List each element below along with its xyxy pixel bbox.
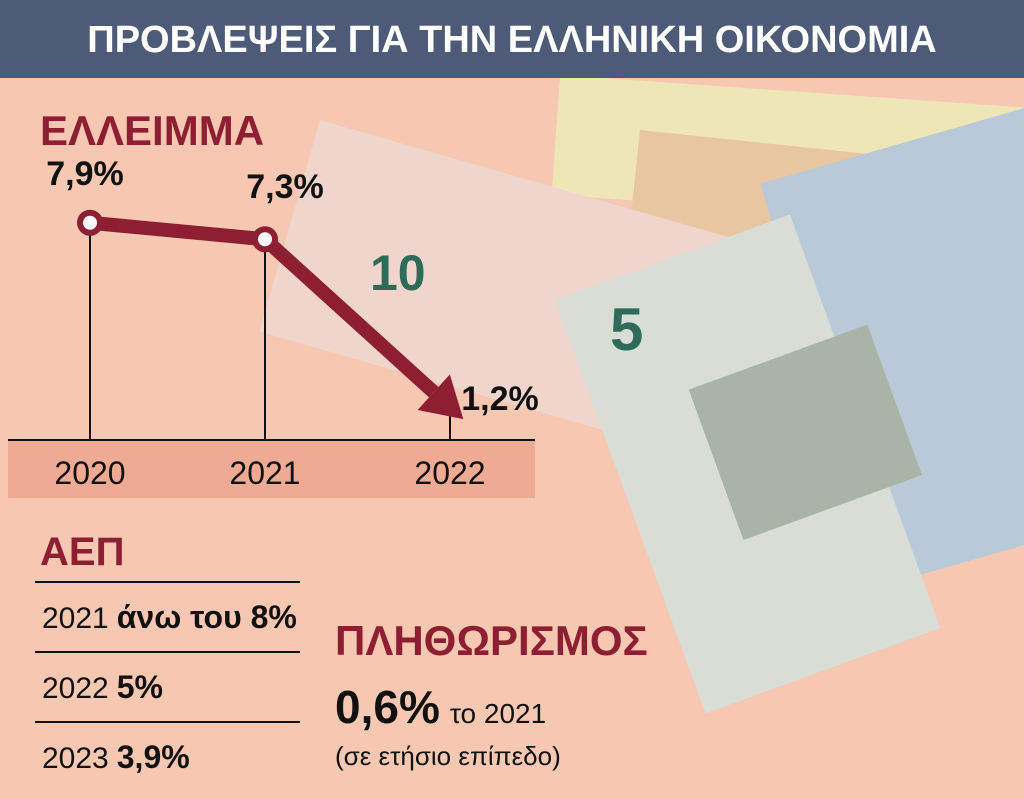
x-axis-band — [8, 440, 535, 498]
chart: 2020 7,9% 2021 7,3% 2022 1,2% — [46, 155, 539, 491]
note-digit: 5 — [610, 296, 643, 363]
gdp-value: 3,9% — [117, 739, 190, 775]
value-label: 7,9% — [46, 155, 124, 193]
gdp-value: άνω του 8% — [117, 599, 297, 635]
page-title: ΠΡΟΒΛΕΨΕΙΣ ΓΙΑ ΤΗΝ ΕΛΛΗΝΙΚΗ ΟΙΚΟΝΟΜΙΑ — [87, 19, 937, 61]
point — [77, 209, 103, 236]
gdp-row: 2022 5% — [42, 669, 163, 705]
inflation-title: ΠΛΗΘΩΡΙΣΜΟΣ — [335, 617, 648, 664]
note-5-art — [688, 324, 922, 541]
point — [252, 226, 278, 253]
inflation-note: (σε ετήσιο επίπεδο) — [335, 741, 561, 771]
chart-title: ΕΛΛΕΙΜΜΑ — [40, 107, 264, 154]
banknotes: 5 10 — [259, 75, 1024, 714]
gdp-year: 2021 — [42, 602, 109, 635]
gdp-table: 2021 άνω του 8% 2022 5% 2023 3,9% — [35, 581, 300, 775]
arrowhead — [417, 374, 464, 420]
x-tick-label: 2022 — [414, 455, 485, 491]
inflation-year: το 2021 — [450, 698, 546, 729]
value-label: 7,3% — [246, 168, 324, 206]
value-label: 1,2% — [461, 380, 539, 418]
inflation-line: 0,6% το 2021 — [335, 681, 546, 733]
gdp-value: 5% — [117, 669, 163, 705]
gdp-row: 2023 3,9% — [42, 739, 190, 775]
header-bar — [0, 0, 1024, 78]
gdp-row: 2021 άνω του 8% — [42, 599, 297, 635]
x-tick-label: 2021 — [229, 455, 300, 491]
note-digit: 10 — [370, 245, 426, 301]
inflation-value: 0,6% — [335, 681, 440, 733]
gdp-title: ΑΕΠ — [40, 530, 124, 574]
x-tick-label: 2020 — [54, 455, 125, 491]
gdp-year: 2023 — [42, 742, 109, 775]
gdp-year: 2022 — [42, 672, 109, 705]
